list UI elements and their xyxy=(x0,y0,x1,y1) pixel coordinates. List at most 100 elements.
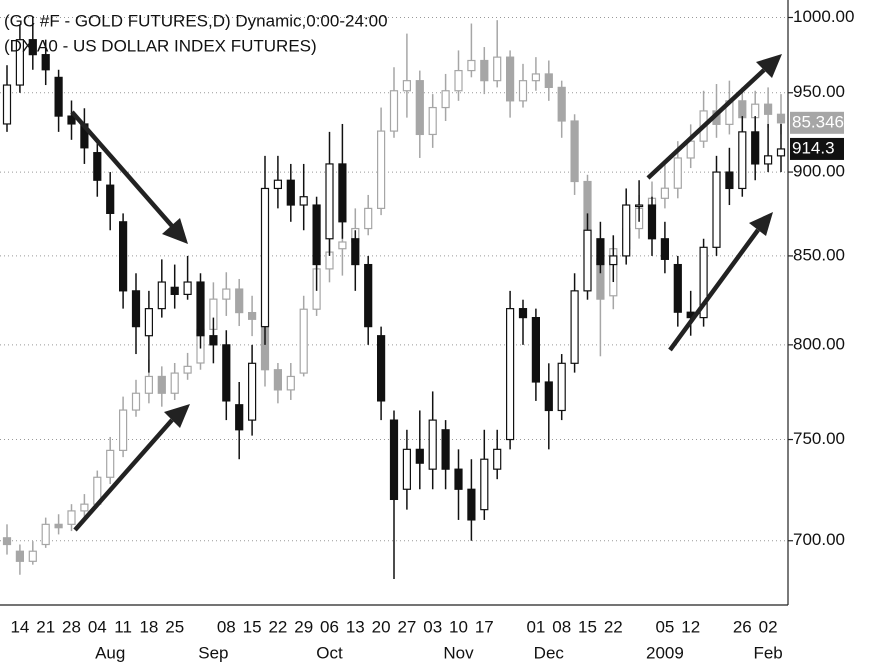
x-tick-label: 15 xyxy=(578,617,597,636)
x-tick-label: 08 xyxy=(217,617,236,636)
arrowhead xyxy=(162,218,188,244)
x-tick-label: 14 xyxy=(10,617,29,636)
candle-body xyxy=(467,488,476,521)
candle-body xyxy=(183,281,192,295)
candle-body xyxy=(54,76,63,117)
month-label: Sep xyxy=(198,643,228,662)
candle-body xyxy=(428,419,437,470)
candle-body xyxy=(531,316,541,383)
y-tick-label: 800.00 xyxy=(793,334,845,353)
x-tick-label: 27 xyxy=(397,617,416,636)
candle-body xyxy=(544,381,553,412)
y-tick-label: 950.00 xyxy=(793,82,845,101)
month-label: Nov xyxy=(443,643,474,662)
x-tick-label: 06 xyxy=(320,617,339,636)
arrows xyxy=(70,54,782,532)
candle-body xyxy=(751,103,760,119)
x-tick-label: 20 xyxy=(372,617,391,636)
x-tick-label: 08 xyxy=(552,617,571,636)
candle-body xyxy=(596,238,605,266)
candle-body xyxy=(415,80,424,136)
candle-body xyxy=(80,503,89,512)
candle-body xyxy=(144,375,153,394)
candle-body xyxy=(28,39,37,56)
last-value-label: 914.3 xyxy=(792,138,835,157)
candle-body xyxy=(506,56,515,102)
candle-body xyxy=(41,54,50,71)
candle-body xyxy=(144,308,153,337)
candle-body xyxy=(157,281,166,310)
candle-body xyxy=(325,163,334,240)
x-tick-label: 22 xyxy=(268,617,287,636)
x-tick-label: 05 xyxy=(655,617,674,636)
candle-body xyxy=(480,59,489,82)
candle-body xyxy=(776,148,786,157)
candle-body xyxy=(389,419,399,501)
x-tick-label: 03 xyxy=(423,617,442,636)
x-tick-label: 04 xyxy=(88,617,107,636)
arrow xyxy=(70,110,174,228)
candle-body xyxy=(570,290,579,364)
x-tick-label: 02 xyxy=(759,617,778,636)
candle-body xyxy=(480,458,489,511)
y-tick-label: 700.00 xyxy=(793,530,845,549)
candle-body xyxy=(712,171,721,248)
candle-body xyxy=(441,429,450,470)
x-tick-label: 10 xyxy=(449,617,468,636)
candle-body xyxy=(106,449,115,478)
candle-body xyxy=(725,171,734,190)
candle-body xyxy=(15,39,24,86)
arrow xyxy=(73,418,174,532)
candle-body xyxy=(338,163,347,223)
candle-body xyxy=(106,184,115,214)
candle-body xyxy=(248,311,257,320)
candle-body xyxy=(454,69,463,92)
candle-body xyxy=(622,204,631,257)
y-tick-label: 1000.00 xyxy=(793,7,854,26)
candle-body xyxy=(28,550,37,562)
candle-body xyxy=(673,157,682,189)
candle-body xyxy=(170,286,179,295)
candle-body xyxy=(235,404,244,431)
candle-body xyxy=(170,372,179,394)
candle-body xyxy=(54,523,63,529)
candle-body xyxy=(377,130,386,209)
candle-body xyxy=(15,550,24,562)
candle-body xyxy=(67,510,76,525)
candle-body xyxy=(467,59,476,72)
candle-body xyxy=(364,207,373,230)
candle-body xyxy=(118,221,128,292)
arrow xyxy=(646,68,766,180)
candle-body xyxy=(583,229,592,292)
candle-body xyxy=(751,131,760,165)
candle-body xyxy=(544,73,553,88)
month-label: Feb xyxy=(753,643,782,662)
candle-body xyxy=(364,263,373,328)
candle-body xyxy=(518,80,528,102)
candle-body xyxy=(209,335,218,346)
labels: 700.00 750.00 800.00 850.00 900.00 950.00 1000… xyxy=(10,7,854,663)
candles xyxy=(2,17,786,579)
candle-body xyxy=(647,204,657,240)
candle-body xyxy=(67,115,76,125)
candle-body xyxy=(738,131,747,190)
x-tick-label: 11 xyxy=(114,617,132,636)
candle-body xyxy=(518,308,528,319)
candle-body xyxy=(338,241,347,250)
candle-body xyxy=(273,369,282,391)
candle-body xyxy=(763,103,773,115)
candle-body xyxy=(377,335,386,402)
last-value-box xyxy=(790,137,844,160)
month-label: 2009 xyxy=(646,643,684,662)
candle-body xyxy=(699,246,708,319)
candle-body xyxy=(776,113,786,124)
candle-body xyxy=(222,288,231,300)
x-tick-label: 28 xyxy=(62,617,81,636)
candle-body xyxy=(286,179,295,206)
last-value-box xyxy=(790,111,844,134)
x-tick-label: 18 xyxy=(139,617,158,636)
x-tick-label: 13 xyxy=(346,617,365,636)
candle-body xyxy=(389,90,399,132)
candle-body xyxy=(299,196,308,206)
y-tick-label: 900.00 xyxy=(793,162,845,181)
